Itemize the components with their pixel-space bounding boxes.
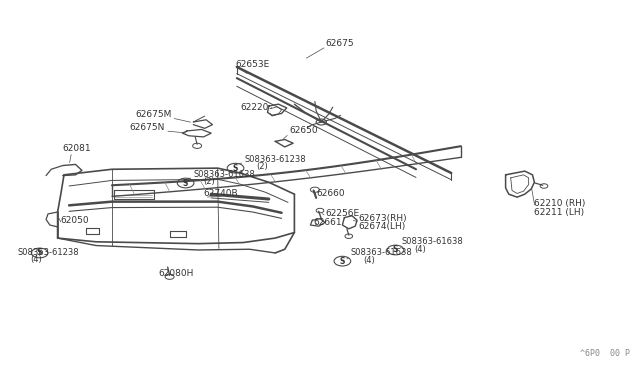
Text: S: S [37,248,42,257]
Text: 62653E: 62653E [236,60,270,69]
Text: 62661: 62661 [314,218,342,227]
Text: 62675: 62675 [325,39,354,48]
Text: (4): (4) [31,255,42,264]
Text: S08363-61238: S08363-61238 [18,248,79,257]
Text: (4): (4) [415,245,426,254]
Text: (4): (4) [364,256,375,265]
Text: 62080H: 62080H [159,269,194,278]
Text: S: S [233,164,238,173]
Text: S08363-61638: S08363-61638 [351,248,412,257]
Text: 62740B: 62740B [204,189,238,198]
Text: 62256E: 62256E [325,209,359,218]
Text: S08363-61638: S08363-61638 [402,237,463,246]
Text: S: S [393,246,398,254]
Text: 62674(LH): 62674(LH) [358,222,406,231]
Text: S08363-61638: S08363-61638 [193,170,255,179]
Text: 62675N: 62675N [130,123,165,132]
Text: 62211 (LH): 62211 (LH) [534,208,584,217]
Text: S08363-61238: S08363-61238 [244,155,306,164]
Text: (2): (2) [256,162,268,171]
Text: 62660: 62660 [317,189,346,198]
Text: 62220: 62220 [241,103,269,112]
Text: ^6P0  00 P: ^6P0 00 P [580,349,630,358]
Text: 62050: 62050 [61,216,90,225]
Text: S: S [340,257,345,266]
Text: S: S [183,179,188,187]
Text: 62650: 62650 [289,126,318,135]
Text: 62081: 62081 [63,144,92,153]
Text: 62210 (RH): 62210 (RH) [534,199,586,208]
Text: (2): (2) [204,177,215,186]
Text: 62675M: 62675M [135,110,172,119]
Text: 62673(RH): 62673(RH) [358,214,407,223]
